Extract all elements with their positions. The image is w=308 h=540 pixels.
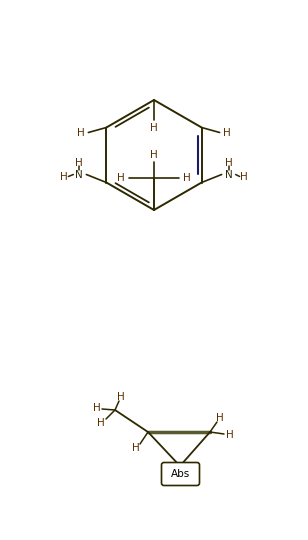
- Text: H: H: [150, 123, 158, 133]
- Text: Abs: Abs: [171, 469, 191, 479]
- Text: H: H: [75, 158, 83, 167]
- Text: H: H: [226, 430, 234, 440]
- Text: H: H: [216, 413, 224, 423]
- Text: H: H: [223, 129, 230, 138]
- Text: H: H: [150, 150, 158, 160]
- Text: H: H: [117, 392, 125, 402]
- Text: H: H: [183, 173, 191, 183]
- Text: N: N: [225, 170, 233, 179]
- Text: H: H: [240, 172, 248, 183]
- Text: H: H: [132, 443, 140, 453]
- FancyBboxPatch shape: [161, 462, 200, 485]
- Text: H: H: [225, 158, 233, 167]
- Text: H: H: [117, 173, 125, 183]
- Text: H: H: [93, 403, 101, 413]
- Text: H: H: [78, 129, 85, 138]
- Text: H: H: [60, 172, 68, 183]
- Text: H: H: [97, 418, 105, 428]
- Text: N: N: [75, 170, 83, 179]
